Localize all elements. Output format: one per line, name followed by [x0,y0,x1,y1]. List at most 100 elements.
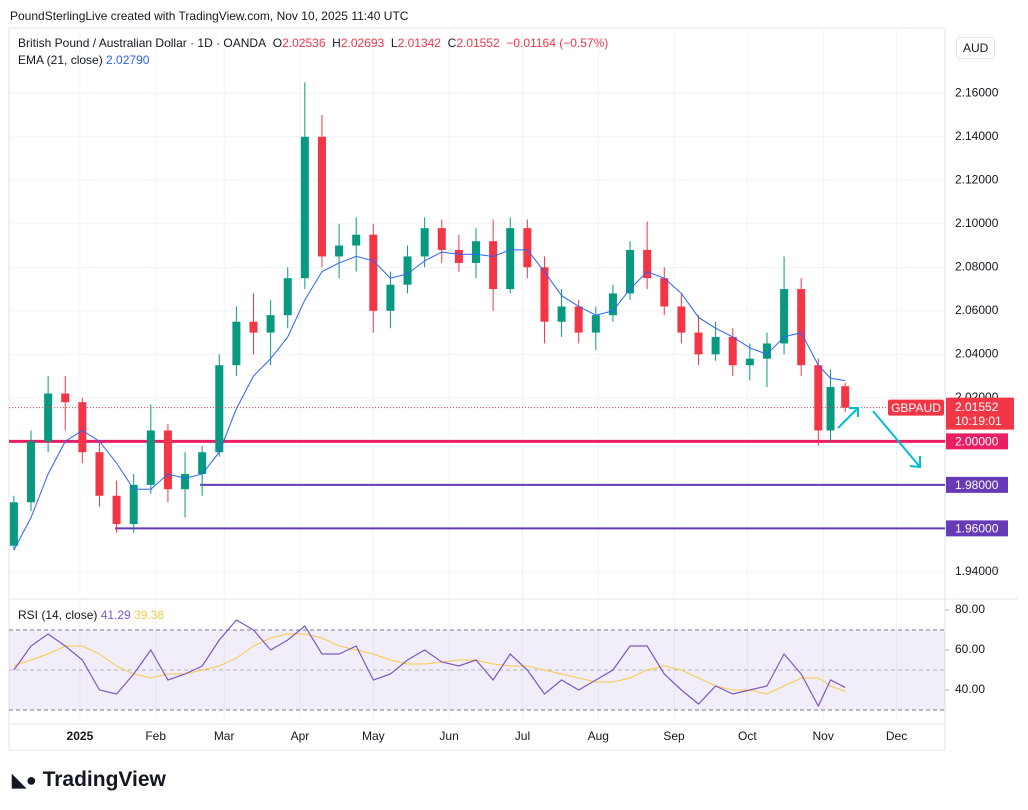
candle-body [780,289,789,344]
candle-body [95,452,104,496]
candle-body [146,430,155,485]
candle-body [643,249,652,279]
x-tick-label: 2025 [67,729,94,743]
x-tick-label: Mar [214,729,235,743]
c: C [447,36,457,50]
candle-body [317,136,326,257]
symbol-label: GBPAUD [891,401,941,415]
currency[interactable]: AUD [956,37,996,59]
candle-body [420,228,429,257]
x-tick-label: Apr [291,729,310,743]
level-label: 2.00000 [955,435,999,449]
candle-body [78,402,87,453]
candle-body [506,228,515,290]
x-tick-label: May [362,729,385,743]
candle-body [574,306,583,333]
candle-body [163,430,172,490]
candle-body [660,278,669,307]
level-label: 1.98000 [955,478,999,492]
level-tag [946,476,1008,493]
candle-body [112,495,121,525]
x-tick-label: Jun [439,729,458,743]
price-tag [946,397,1014,430]
candle-body [523,228,532,268]
candle-body [826,386,835,431]
level-tag [946,520,1008,537]
ema-line [13,249,846,551]
level-label: 1.96000 [955,522,999,536]
candle-body [591,315,600,333]
candle-body [403,256,412,285]
countdown: 10:19:01 [955,414,1002,428]
brand: ◣● TradingView [12,768,166,792]
h: H [332,36,341,50]
l-val: 2.01342 [397,36,441,50]
candle-body [352,234,361,246]
ema-legend: EMA (21, close) 2.02790 [18,53,149,67]
h-val: 2.02693 [340,36,385,50]
candle-body [198,452,207,474]
candle-body [745,358,754,366]
candle-body [608,293,617,316]
o-val: 2.02536 [282,36,326,50]
candle-body [677,306,686,333]
l: L [390,36,398,50]
brand-text: TradingView [42,768,166,791]
y-tick-label: 2.14000 [955,129,999,143]
x-tick-label: Nov [813,729,834,743]
c-val: 2.01552 [456,36,500,50]
title: British Pound / Australian Dollar · 1D ·… [18,36,267,50]
candle-body [61,393,70,403]
candle-body [249,321,258,333]
candle-body [300,136,309,279]
logo: ◣● [12,770,37,790]
candle-body [454,249,463,263]
candle-body [762,343,771,359]
candle-body [27,441,36,503]
candle-body [472,241,480,263]
candle-body [129,484,138,525]
candle-body [369,234,378,311]
candle-body [44,393,53,442]
y-tick-label: 2.12000 [955,172,999,186]
rsi-line [13,619,846,708]
candle-body [626,249,635,294]
rsi-name: RSI (14, close) [18,608,98,622]
candle-body [283,278,292,316]
price-label: 2.01552 [955,400,999,414]
candle-body [266,315,275,333]
ema-val: 2.02790 [106,53,150,67]
y-tick-label: 2.10000 [955,216,999,230]
candle-body [335,245,344,257]
legend: British Pound / Australian Dollar · 1D ·… [18,36,608,50]
rsi-ma-val: 39.38 [134,608,165,622]
ema-name: EMA (21, close) [18,53,103,67]
candle-body [9,502,18,546]
x-tick-label: Jul [515,729,530,743]
x-tick-label: Feb [145,729,166,743]
candle-body [181,473,190,490]
candle-body [489,241,498,290]
candle-body [232,321,241,366]
change: −0.01164 (−0.57%) [506,36,609,50]
level-tag [946,433,1008,450]
x-tick-label: Aug [588,729,609,743]
arrow-down [872,410,921,469]
header: PoundSterlingLive created with TradingVi… [10,9,409,23]
candle-body [437,228,446,250]
rsi-tick-label: 40.00 [955,682,985,696]
candle-body [386,284,395,311]
rsi-legend: RSI (14, close) 41.29 39.38 [18,608,164,622]
rsi-val: 41.29 [100,608,131,622]
y-tick-label: 2.06000 [955,303,999,317]
y-tick-label: 1.94000 [955,564,999,578]
rsi-ma [13,633,846,695]
arrow-up [837,407,859,429]
y-tick-label: 2.08000 [955,259,999,273]
o: O [272,36,283,50]
rsi-tick-label: 80.00 [955,602,985,616]
candle-body [694,332,703,355]
candle-body [557,306,566,322]
